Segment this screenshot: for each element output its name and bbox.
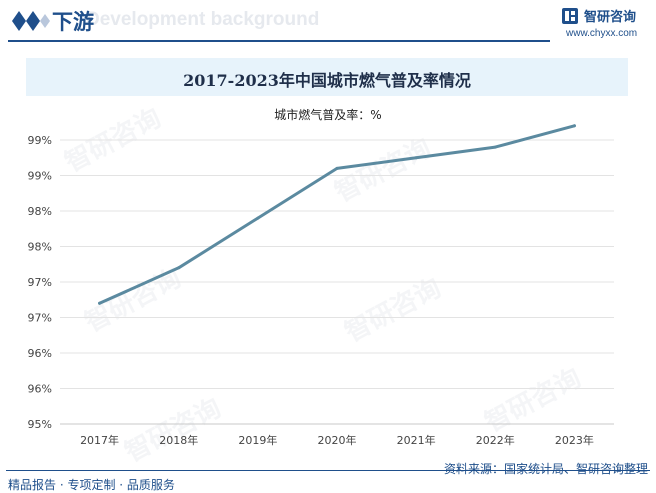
chart-unit-label: 城市燃气普及率：% bbox=[274, 108, 382, 122]
header-divider bbox=[8, 40, 550, 42]
footer-divider bbox=[6, 470, 650, 471]
diamond-icon bbox=[12, 11, 50, 31]
x-tick-label: 2018年 bbox=[159, 433, 198, 447]
y-tick-label: 98% bbox=[28, 205, 52, 218]
y-tick-label: 97% bbox=[28, 312, 52, 325]
y-tick-label: 97% bbox=[28, 276, 52, 289]
data-point bbox=[572, 124, 576, 128]
chart-title-band: 2017-2023年中国城市燃气普及率情况 bbox=[26, 58, 628, 96]
data-source: 资料来源：国家统计局、智研咨询整理 bbox=[443, 462, 648, 476]
chart-title: 2017-2023年中国城市燃气普及率情况 bbox=[183, 71, 471, 90]
footer-tagline: 精品报告 · 专项定制 · 品质服务 bbox=[8, 478, 175, 492]
series-line bbox=[98, 124, 576, 305]
data-point bbox=[256, 216, 260, 220]
x-tick-label: 2019年 bbox=[238, 433, 277, 447]
y-tick-label: 96% bbox=[28, 383, 52, 396]
header-background-text: Development background bbox=[86, 9, 320, 30]
y-tick-label: 99% bbox=[28, 134, 52, 147]
data-point bbox=[98, 301, 102, 305]
x-tick-label: 2023年 bbox=[555, 433, 594, 447]
data-point bbox=[335, 166, 339, 170]
x-tick-label: 2021年 bbox=[397, 433, 436, 447]
y-tick-label: 95% bbox=[28, 418, 52, 431]
header: Development background 下游 智研咨询 www.chyxx… bbox=[0, 0, 656, 44]
brand-logo-icon bbox=[562, 8, 578, 24]
data-point bbox=[177, 266, 181, 270]
brand-name: 智研咨询 bbox=[584, 10, 637, 25]
y-tick-label: 96% bbox=[28, 347, 52, 360]
x-tick-label: 2017年 bbox=[80, 433, 119, 447]
brand-url: www.chyxx.com bbox=[566, 28, 638, 39]
data-point bbox=[493, 145, 497, 149]
y-tick-label: 99% bbox=[28, 170, 52, 183]
section-title: 下游 bbox=[52, 10, 94, 34]
x-tick-label: 2020年 bbox=[318, 433, 357, 447]
x-tick-label: 2022年 bbox=[476, 433, 515, 447]
y-tick-label: 98% bbox=[28, 241, 52, 254]
data-point bbox=[414, 156, 418, 160]
